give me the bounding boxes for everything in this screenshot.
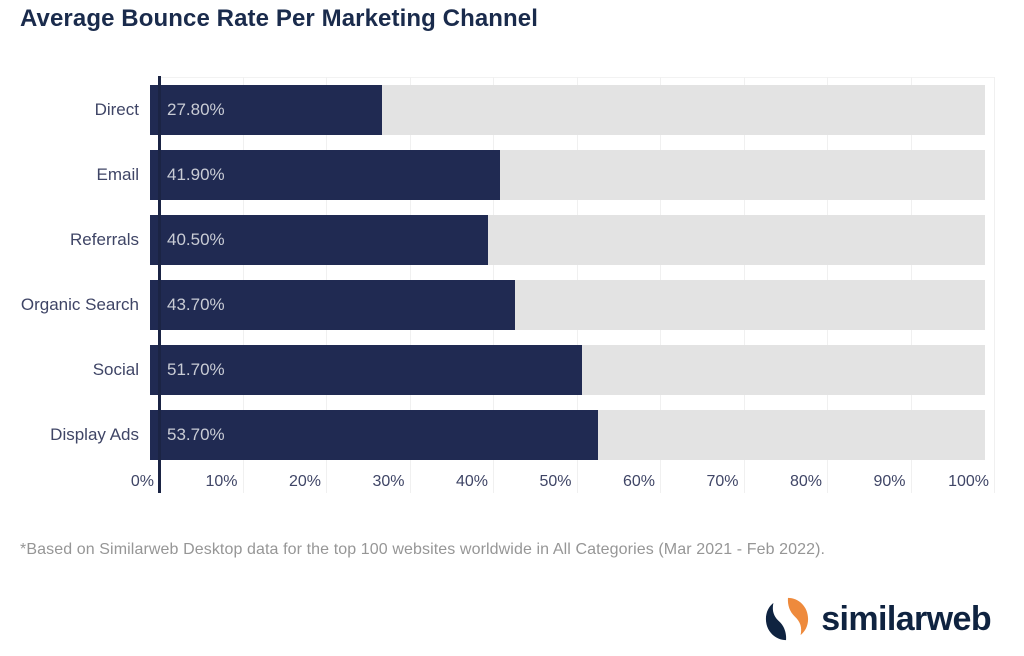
bar-row: Referrals 40.50% (0, 207, 995, 272)
chart-title: Average Bounce Rate Per Marketing Channe… (20, 5, 539, 32)
similarweb-logo: similarweb (764, 595, 992, 643)
bar-row: Display Ads 53.70% (0, 403, 995, 468)
bar: 53.70% (150, 410, 599, 461)
similarweb-logo-icon (766, 597, 809, 641)
category-label: Referrals (70, 229, 139, 249)
bar-track: 40.50% (150, 214, 985, 265)
category-label: Display Ads (50, 425, 139, 445)
similarweb-wordmark: similarweb (821, 600, 991, 638)
x-tick-label: 30% (372, 473, 405, 490)
x-tick-label: 70% (706, 473, 739, 490)
x-tick-label: 0% (130, 473, 154, 490)
bar-row: Organic Search 43.70% (0, 273, 995, 338)
bar-value-label: 27.80% (167, 99, 225, 119)
x-axis-ticks: 0% 10% 20% 30% 40% 50% 60% 70% 80% 90% 100% (0, 473, 1024, 495)
x-tick-label: 40% (455, 473, 488, 490)
bar-row: Direct 27.80% (0, 77, 995, 142)
bar-track: 43.70% (150, 280, 985, 331)
x-tick-label: 80% (789, 473, 822, 490)
bar: 40.50% (150, 214, 489, 265)
bar: 27.80% (150, 84, 383, 135)
bar-track: 41.90% (150, 149, 985, 200)
x-tick-label: 100% (948, 473, 989, 490)
category-label: Email (96, 164, 139, 184)
bar-row: Email 41.90% (0, 142, 995, 207)
bar: 43.70% (150, 280, 515, 331)
x-tick-label: 20% (288, 473, 321, 490)
x-tick-label: 90% (873, 473, 906, 490)
bar-value-label: 40.50% (167, 229, 225, 249)
bar-value-label: 51.70% (167, 360, 225, 380)
y-axis-line (158, 76, 161, 493)
plot-top-border (160, 77, 995, 78)
gridline (994, 77, 995, 493)
footnote: *Based on Similarweb Desktop data for th… (20, 541, 826, 558)
category-label: Social (92, 360, 139, 380)
bar-value-label: 53.70% (167, 425, 225, 445)
bar: 41.90% (150, 149, 500, 200)
category-label: Organic Search (20, 295, 139, 315)
bar-track: 53.70% (150, 410, 985, 461)
x-tick-label: 10% (205, 473, 238, 490)
bar-value-label: 43.70% (167, 295, 225, 315)
bar-rows: Direct 27.80% Email 41.90% Referrals 40.50% Or… (0, 77, 995, 468)
bar: 51.70% (150, 345, 582, 396)
bar-value-label: 41.90% (167, 164, 225, 184)
category-label: Direct (94, 99, 139, 119)
bar-track: 51.70% (150, 345, 985, 396)
bar-row: Social 51.70% (0, 338, 995, 403)
x-tick-label: 50% (539, 473, 572, 490)
x-tick-label: 60% (622, 473, 655, 490)
bar-track: 27.80% (150, 84, 985, 135)
